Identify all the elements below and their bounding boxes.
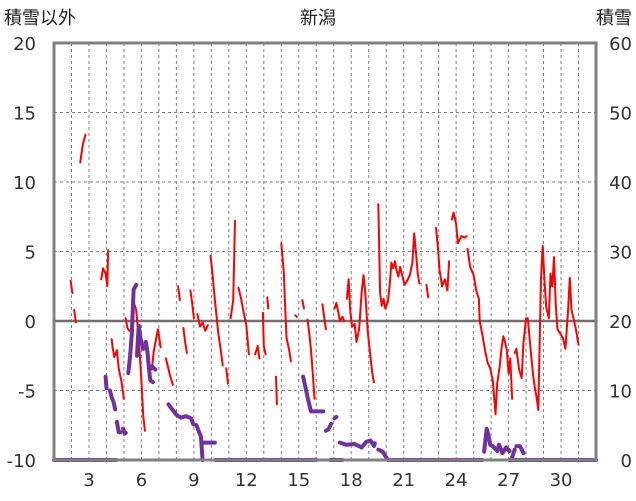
chart-title: 新潟 <box>300 8 336 29</box>
x-tick-label: 12 <box>235 470 258 491</box>
temperature-line <box>225 367 229 385</box>
snow-depth-line <box>121 426 128 436</box>
x-tick-label: 21 <box>392 470 415 491</box>
temperature-line <box>275 375 278 406</box>
x-tick-label: 18 <box>340 470 363 491</box>
snow-depth-line <box>135 323 146 358</box>
temperature-line <box>124 317 131 332</box>
x-tick-label: 24 <box>445 470 468 491</box>
x-tick-label: 3 <box>83 470 94 491</box>
temperature-line <box>73 308 77 324</box>
temperature-line <box>266 296 270 310</box>
temperature-line <box>150 328 162 371</box>
temperature-line <box>435 226 451 292</box>
plot-frame <box>52 41 598 462</box>
snow-depth-line <box>482 426 512 456</box>
temperature-line <box>237 286 250 356</box>
y-left-tick-label: 0 <box>25 312 36 333</box>
x-tick-label: 6 <box>136 470 147 491</box>
temperature-line <box>189 289 195 320</box>
temperature-line <box>466 247 514 416</box>
y-right-tick-label: 0 <box>621 451 632 472</box>
snow-depth-line <box>143 339 155 385</box>
temperature-line <box>513 244 580 411</box>
temperature-line <box>280 242 292 363</box>
temperature-line <box>79 133 87 164</box>
temperature-line <box>301 299 305 310</box>
y-left-tick-label: -10 <box>7 451 36 472</box>
temperature-line <box>229 219 236 320</box>
snow-depth-line <box>126 282 139 376</box>
y-left-tick-label: -5 <box>18 382 36 403</box>
temperature-line <box>110 338 125 400</box>
temperature-line <box>306 318 316 400</box>
temperature-line <box>182 327 188 354</box>
temperature-line <box>425 283 430 299</box>
left-axis-label: 積雪以外 <box>4 8 76 29</box>
temperature-line <box>261 311 267 356</box>
y-right-tick-label: 20 <box>609 312 632 333</box>
plot-frame-layer <box>52 41 598 462</box>
y-right-tick-label: 60 <box>609 34 632 55</box>
x-tick-label: 15 <box>287 470 310 491</box>
y-right-tick-label: 50 <box>609 104 632 125</box>
snow-depth-line <box>332 414 339 421</box>
y-right-tick-label: 40 <box>609 173 632 194</box>
snow-depth-line <box>301 374 326 414</box>
y-right-tick-label: 30 <box>609 243 632 264</box>
snow-depth-line <box>376 447 485 462</box>
snow-depth-line <box>323 421 334 433</box>
temperature-line <box>196 313 209 332</box>
temperature-line <box>209 254 224 367</box>
temperature-line <box>100 249 110 288</box>
temperature-line <box>333 301 346 322</box>
temperature-line <box>69 279 74 295</box>
snow-depth-line <box>337 438 377 450</box>
x-tick-label: 27 <box>497 470 520 491</box>
snow-depth-line <box>510 447 517 460</box>
right-axis-ticks: 60 50 40 30 20 10 0 <box>609 34 632 472</box>
snow-depth-line <box>514 444 526 456</box>
y-right-tick-label: 10 <box>609 382 632 403</box>
temperature-line <box>294 314 298 318</box>
y-left-tick-label: 15 <box>13 104 36 125</box>
snow-depth-line <box>103 374 109 391</box>
temperature-line <box>345 274 375 384</box>
snow-depth-line <box>114 419 123 435</box>
series-layer <box>52 133 598 462</box>
right-axis-label: 積雪 <box>596 8 632 29</box>
gridlines <box>54 43 596 460</box>
snow-depth-line <box>149 364 158 372</box>
x-axis-ticks: 3 6 9 12 15 18 21 24 27 30 <box>83 470 572 491</box>
x-tick-label: 30 <box>550 470 573 491</box>
y-left-tick-label: 5 <box>25 243 36 264</box>
temperature-line <box>164 357 174 386</box>
y-left-tick-label: 10 <box>13 173 36 194</box>
temperature-line <box>177 285 181 302</box>
temperature-line <box>254 345 261 360</box>
snow-depth-line <box>166 402 205 462</box>
left-axis-ticks: 20 15 10 5 0 -5 -10 <box>7 34 36 472</box>
temperature-line <box>133 303 146 432</box>
y-left-tick-label: 20 <box>13 34 36 55</box>
temperature-line <box>321 303 327 331</box>
snow-depth-line <box>107 388 118 412</box>
temperature-line <box>450 211 468 245</box>
temperature-line <box>377 203 421 310</box>
x-tick-label: 9 <box>188 470 199 491</box>
